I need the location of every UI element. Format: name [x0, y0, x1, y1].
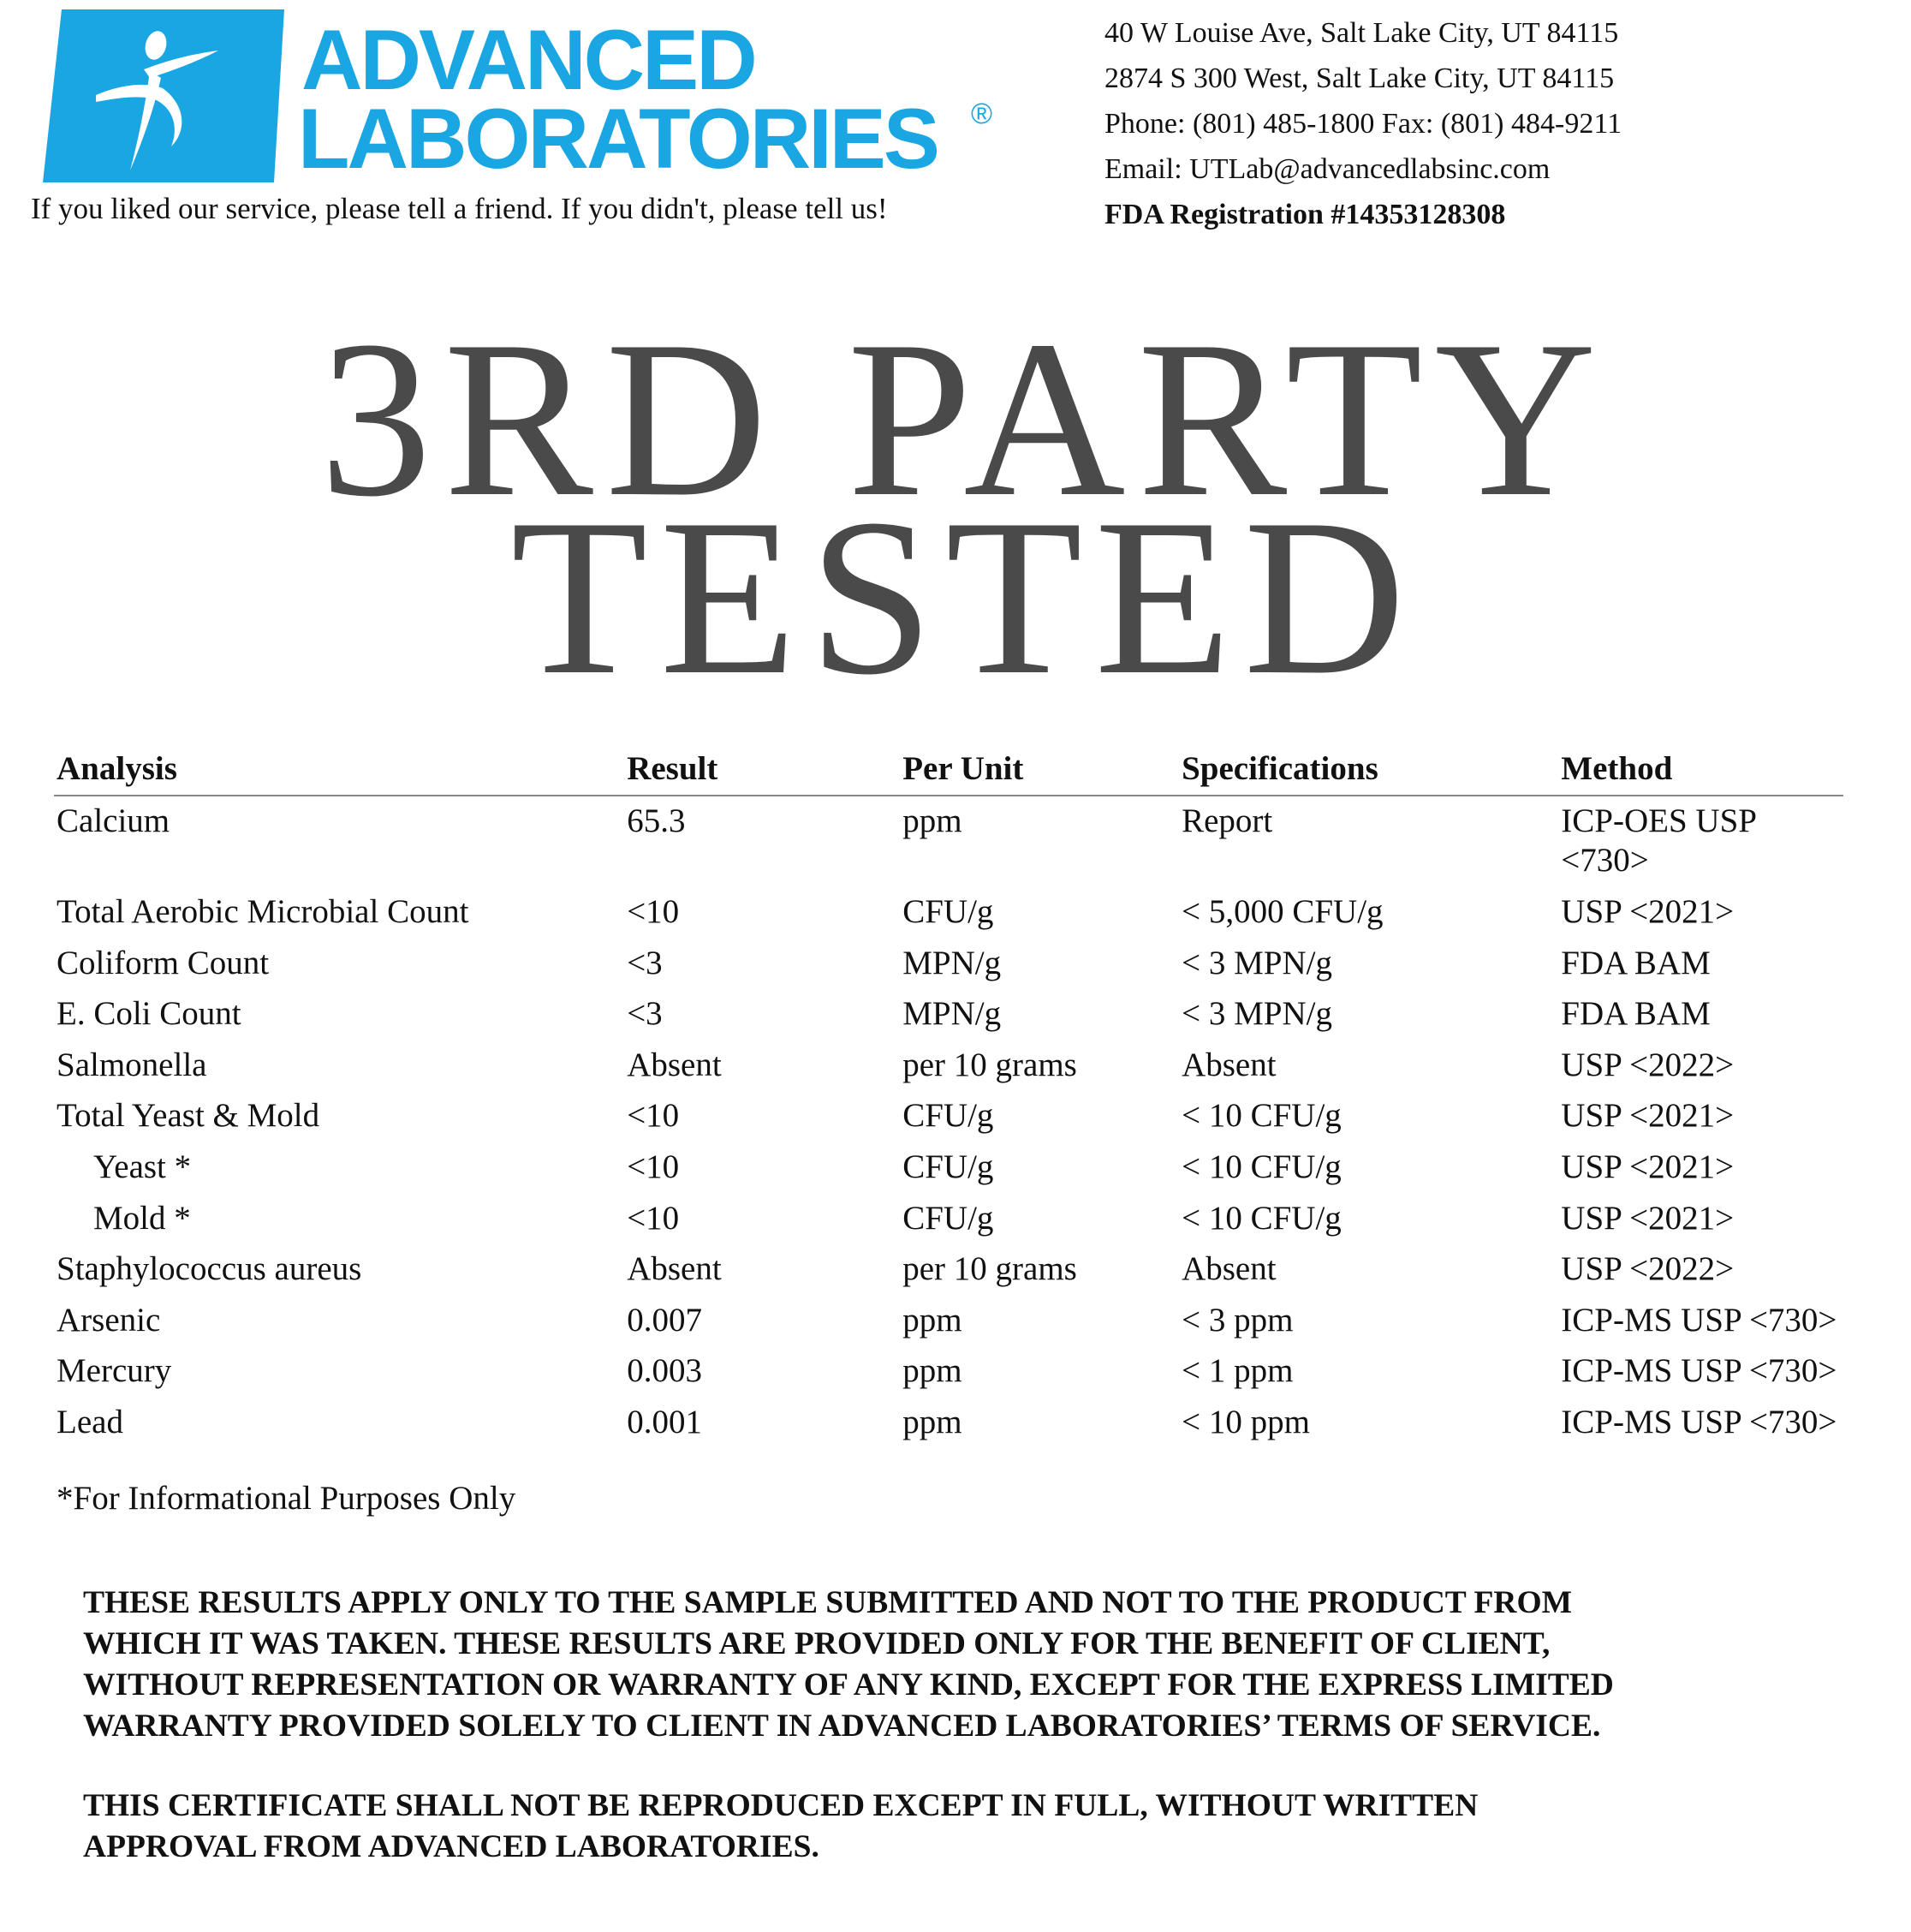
header-result: Result [624, 747, 901, 796]
cell-method: ICP-MS USP <730> [1561, 1403, 1837, 1440]
cell-analysis: Coliform Count [57, 944, 270, 981]
table-row: Salmonella Absent per 10 grams Absent USP <2… [54, 1046, 1843, 1097]
page-title-line-1: 3RD PARTY [319, 295, 1609, 543]
cell-specifications: < 5,000 CFU/g [1182, 893, 1384, 930]
cell-specifications: < 3 MPN/g [1182, 944, 1332, 981]
cell-analysis: Yeast * [93, 1148, 192, 1185]
table-row: Total Yeast & Mold <10 CFU/g < 10 CFU/g USP … [54, 1096, 1843, 1148]
table-header-row: Analysis Result Per Unit Specifications … [54, 747, 1843, 796]
cell-analysis: Arsenic [57, 1301, 161, 1339]
cell-specifications: Absent [1182, 1250, 1277, 1288]
table-row: Mercury 0.003 ppm < 1 ppm ICP-MS USP <730> [54, 1351, 1843, 1403]
table-row: Lead 0.001 ppm < 10 ppm ICP-MS USP <730> [54, 1403, 1843, 1454]
tagline: If you liked our service, please tell a … [31, 192, 888, 225]
cell-method: ICP-OES USP <730> [1561, 802, 1756, 879]
cell-analysis: Mercury [57, 1352, 172, 1390]
cell-result: Absent [627, 1250, 722, 1288]
cell-specifications: < 10 CFU/g [1182, 1199, 1342, 1237]
cell-method: USP <2021> [1561, 893, 1735, 930]
cell-method: USP <2021> [1561, 1199, 1735, 1237]
table-row: Coliform Count <3 MPN/g < 3 MPN/g FDA BAM [54, 944, 1843, 995]
header-method: Method [1558, 747, 1843, 796]
cell-analysis: Calcium [57, 802, 170, 839]
cell-specifications: < 10 CFU/g [1182, 1148, 1342, 1185]
cell-per-unit: MPN/g [902, 995, 1002, 1033]
cell-per-unit: CFU/g [902, 1148, 994, 1185]
table-row: Staphylococcus aureus Absent per 10 grams A… [54, 1249, 1843, 1301]
cell-method: ICP-MS USP <730> [1561, 1352, 1837, 1390]
disclaimer-paragraph-1: THESE RESULTS APPLY ONLY TO THE SAMPLE S… [83, 1585, 1614, 1744]
cell-specifications: < 1 ppm [1182, 1352, 1294, 1390]
footnote: *For Informational Purposes Only [57, 1480, 516, 1517]
cell-per-unit: MPN/g [902, 944, 1002, 981]
logo-text-laboratories: LABORATORIES [298, 91, 940, 186]
cell-specifications: < 3 MPN/g [1182, 995, 1332, 1033]
disclaimer-paragraph-2: THIS CERTIFICATE SHALL NOT BE REPRODUCED… [83, 1788, 1479, 1864]
cell-result: 65.3 [627, 802, 686, 839]
cell-per-unit: CFU/g [902, 1199, 994, 1237]
cell-result: <3 [627, 944, 663, 981]
cell-per-unit: ppm [902, 802, 962, 839]
cell-per-unit: per 10 grams [902, 1046, 1077, 1083]
fda-registration: FDA Registration #14353128308 [1104, 199, 1506, 230]
cell-result: 0.001 [627, 1403, 702, 1440]
cell-result: <10 [627, 1199, 680, 1237]
email: Email: UTLab@advancedlabsinc.com [1104, 153, 1551, 185]
cell-result: 0.007 [627, 1301, 702, 1339]
contact-block: 40 W Louise Ave, Salt Lake City, UT 8411… [1104, 10, 1622, 237]
cell-method: ICP-MS USP <730> [1561, 1301, 1837, 1339]
phone-fax: Phone: (801) 485-1800 Fax: (801) 484-921… [1104, 108, 1622, 140]
cell-method: FDA BAM [1561, 944, 1711, 981]
registered-mark: ® [971, 98, 993, 130]
address-line-2: 2874 S 300 West, Salt Lake City, UT 8411… [1104, 63, 1615, 94]
cell-specifications: Report [1182, 802, 1273, 839]
page-title-line-2: TESTED [510, 473, 1418, 721]
cell-analysis: Mold * [93, 1199, 191, 1237]
results-table: Analysis Result Per Unit Specifications … [54, 747, 1843, 1454]
cell-per-unit: per 10 grams [902, 1250, 1077, 1288]
table-row: Calcium 65.3 ppm Report ICP-OES USP <730> [54, 796, 1843, 892]
cell-specifications: < 3 ppm [1182, 1301, 1294, 1339]
running-figure-icon [43, 9, 284, 182]
cell-analysis: Total Yeast & Mold [57, 1097, 320, 1135]
cell-result: <10 [627, 1148, 680, 1185]
table-row: Total Aerobic Microbial Count <10 CFU/g < 5… [54, 892, 1843, 944]
table-row: E. Coli Count <3 MPN/g < 3 MPN/g FDA BAM [54, 994, 1843, 1046]
cell-specifications: Absent [1182, 1046, 1277, 1083]
table-row: Yeast * <10 CFU/g < 10 CFU/g USP <2021> [54, 1148, 1843, 1199]
cell-method: FDA BAM [1561, 995, 1711, 1033]
logo-text-advanced: ADVANCED [301, 12, 758, 107]
cell-analysis: Staphylococcus aureus [57, 1250, 362, 1288]
table-row: Mold * <10 CFU/g < 10 CFU/g USP <2021> [54, 1199, 1843, 1250]
cell-analysis: Salmonella [57, 1046, 207, 1083]
cell-per-unit: CFU/g [902, 1097, 994, 1135]
address-line-1: 40 W Louise Ave, Salt Lake City, UT 8411… [1104, 17, 1619, 49]
header-per-unit: Per Unit [900, 747, 1180, 796]
cell-per-unit: CFU/g [902, 893, 994, 930]
cell-analysis: E. Coli Count [57, 995, 241, 1033]
cell-result: <3 [627, 995, 663, 1033]
cell-per-unit: ppm [902, 1301, 962, 1339]
cell-result: <10 [627, 893, 680, 930]
cell-per-unit: ppm [902, 1352, 962, 1390]
cell-specifications: < 10 CFU/g [1182, 1097, 1342, 1135]
cell-analysis: Lead [57, 1403, 123, 1440]
cell-result: 0.003 [627, 1352, 702, 1390]
logo-mark [43, 9, 284, 182]
table-row: Arsenic 0.007 ppm < 3 ppm ICP-MS USP <730> [54, 1301, 1843, 1352]
cell-specifications: < 10 ppm [1182, 1403, 1310, 1440]
cell-method: USP <2021> [1561, 1148, 1735, 1185]
cell-analysis: Total Aerobic Microbial Count [57, 893, 469, 930]
cell-per-unit: ppm [902, 1403, 962, 1440]
header-analysis: Analysis [54, 747, 625, 796]
cell-result: Absent [627, 1046, 722, 1083]
cell-method: USP <2022> [1561, 1250, 1735, 1288]
header-specifications: Specifications [1179, 747, 1559, 796]
cell-method: USP <2022> [1561, 1046, 1735, 1083]
cell-method: USP <2021> [1561, 1097, 1735, 1135]
cell-result: <10 [627, 1097, 680, 1135]
